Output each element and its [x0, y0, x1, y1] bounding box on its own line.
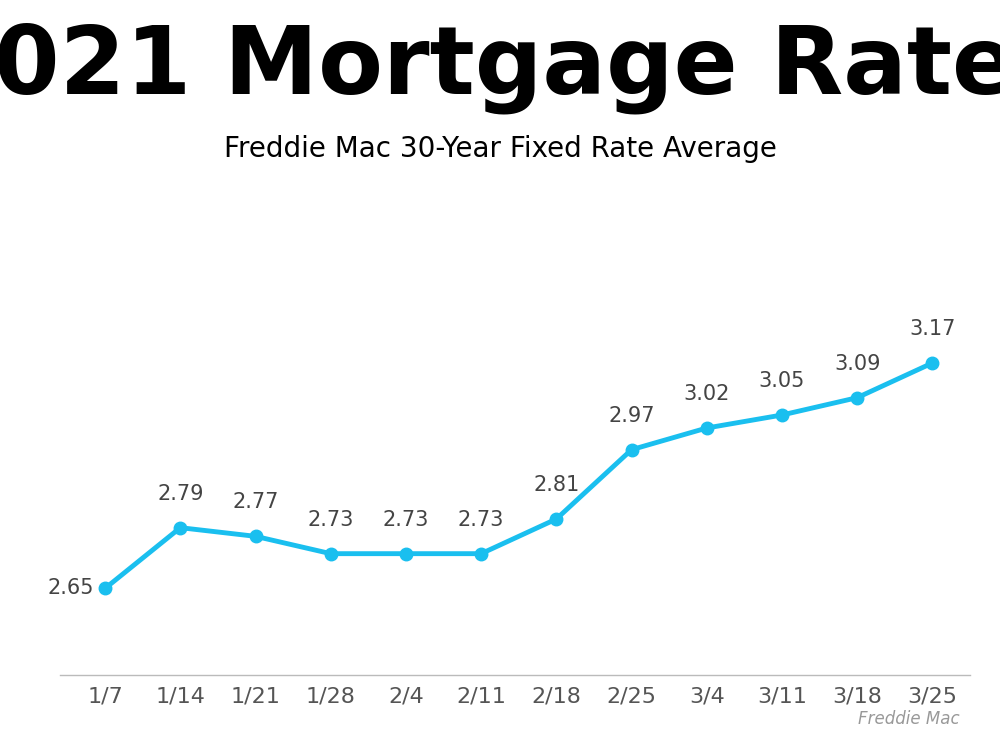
Text: Freddie Mac: Freddie Mac [858, 710, 960, 728]
Text: 2.77: 2.77 [232, 493, 279, 512]
Text: 2.81: 2.81 [533, 476, 579, 495]
Text: 2021 Mortgage Rates: 2021 Mortgage Rates [0, 22, 1000, 115]
Text: Freddie Mac 30-Year Fixed Rate Average: Freddie Mac 30-Year Fixed Rate Average [224, 135, 776, 163]
Text: 3.09: 3.09 [834, 354, 880, 374]
Text: 2.73: 2.73 [383, 510, 429, 530]
Text: 2.97: 2.97 [608, 406, 655, 426]
Text: 2.79: 2.79 [157, 484, 204, 504]
Text: 3.17: 3.17 [909, 320, 956, 339]
Text: 2.73: 2.73 [308, 510, 354, 530]
Text: 3.02: 3.02 [684, 384, 730, 404]
Text: 2.73: 2.73 [458, 510, 504, 530]
Text: 3.05: 3.05 [759, 371, 805, 392]
Text: 2.65: 2.65 [47, 578, 94, 598]
